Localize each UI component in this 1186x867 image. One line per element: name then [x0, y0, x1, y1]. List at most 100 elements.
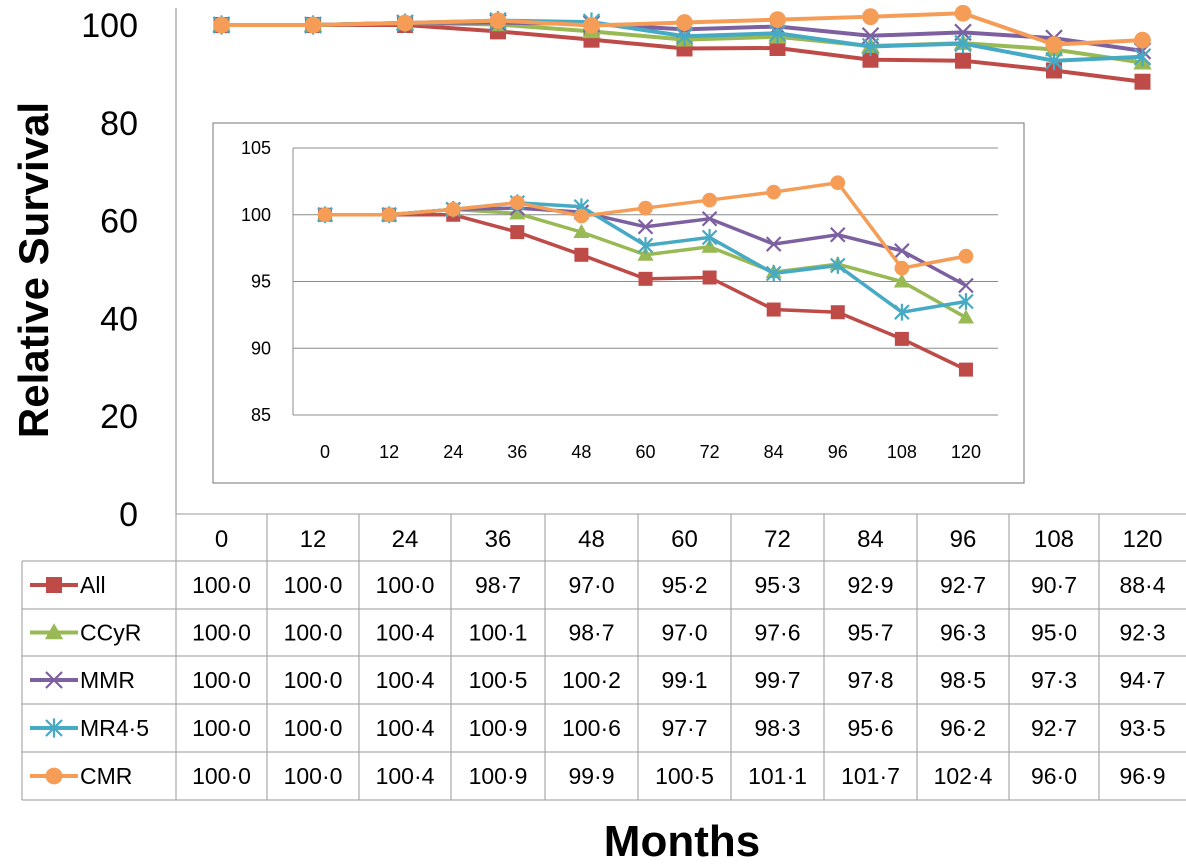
inset-point-cmr-60	[638, 200, 653, 216]
table-header-36: 36	[485, 526, 512, 553]
inset-point-mmr-60	[637, 218, 654, 235]
main-point-mr45-120	[1133, 47, 1152, 67]
table-cell-mr45-60: 97·7	[661, 715, 707, 741]
inset-x-tick-48: 48	[571, 442, 591, 462]
inset-point-cmr-84	[766, 184, 782, 200]
legend-marker-mmr	[45, 671, 63, 689]
table-cell-mmr-36: 100·5	[469, 667, 528, 693]
inset-point-ccyr-108	[893, 273, 910, 288]
legend-marker-mr45	[45, 718, 63, 738]
table-cell-cmr-36: 100·9	[469, 763, 528, 789]
table-cell-ccyr-84: 95·7	[847, 620, 893, 646]
table-cell-mr45-84: 95·6	[847, 715, 893, 741]
inset-point-cmr-12	[381, 207, 397, 223]
table-cell-cmr-12: 100·0	[284, 763, 343, 789]
inset-point-mr45-96	[829, 257, 846, 274]
inset-point-mr45-60	[637, 237, 654, 254]
inset-y-tick-90: 90	[251, 338, 271, 358]
inset-frame	[212, 122, 1025, 484]
table-cell-mmr-0: 100·0	[192, 667, 251, 693]
table-header-48: 48	[578, 526, 605, 553]
table-cell-ccyr-12: 100·0	[284, 620, 343, 646]
inset-y-tick-85: 85	[251, 405, 271, 425]
table-cell-mmr-108: 97·3	[1031, 667, 1077, 693]
table-cell-mmr-96: 98·5	[940, 667, 986, 693]
inset-point-cmr-120	[958, 248, 974, 264]
inset-point-mmr-108	[894, 243, 910, 259]
table-cell-cmr-108: 96·0	[1031, 763, 1077, 789]
y-tick-label-40: 40	[100, 300, 138, 338]
table-cell-mmr-12: 100·0	[284, 667, 343, 693]
y-axis-title: Relative Survival	[10, 102, 57, 438]
main-point-cmr-60	[676, 14, 693, 31]
table-cell-mr45-48: 100·6	[562, 715, 621, 741]
table-cell-ccyr-120: 92·3	[1119, 620, 1165, 646]
table-cell-all-72: 95·3	[754, 572, 800, 598]
table-cell-mmr-84: 97·8	[847, 667, 893, 693]
inset-point-mr45-72	[701, 229, 718, 246]
table-cell-cmr-24: 100·4	[376, 763, 435, 789]
main-point-all-96	[955, 52, 971, 69]
table-cell-ccyr-24: 100·4	[376, 620, 435, 646]
main-point-mr45-84	[861, 36, 880, 57]
main-point-cmr-36	[489, 12, 507, 29]
table-cell-all-24: 100·0	[376, 572, 435, 598]
table-cell-cmr-0: 100·0	[192, 763, 251, 789]
table-cell-all-48: 97·0	[568, 572, 614, 598]
table-header-96: 96	[950, 526, 977, 553]
legend-label-ccyr: CCyR	[80, 620, 141, 646]
y-tick-label-20: 20	[100, 398, 138, 436]
table-cell-ccyr-60: 97·0	[661, 620, 707, 646]
table-cell-mr45-120: 93·5	[1119, 715, 1165, 741]
inset-point-cmr-96	[830, 175, 846, 191]
table-cell-cmr-72: 101·1	[748, 763, 807, 789]
table-cell-mr45-108: 92·7	[1031, 715, 1077, 741]
legend-label-mmr: MMR	[80, 667, 135, 693]
legend-label-mr45: MR4·5	[80, 715, 149, 741]
table-cell-mmr-120: 94·7	[1119, 667, 1165, 693]
table-cell-mr45-12: 100·0	[284, 715, 343, 741]
main-series-cmr	[213, 4, 1151, 53]
table-cell-ccyr-36: 100·1	[469, 620, 528, 646]
inset-x-tick-96: 96	[828, 442, 848, 462]
inset-x-tick-24: 24	[443, 442, 463, 462]
table-cell-cmr-48: 99·9	[568, 763, 614, 789]
inset-point-all-72	[702, 270, 717, 285]
inset-y-tick-105: 105	[241, 138, 271, 158]
inset-point-mr45-108	[894, 303, 910, 321]
legend-key-cmr	[30, 767, 78, 785]
table-cell-cmr-84: 101·7	[841, 763, 900, 789]
inset-point-all-120	[958, 362, 973, 377]
inset-point-ccyr-36	[509, 205, 526, 220]
inset-point-cmr-108	[894, 260, 910, 276]
main-chart: 0 20 40 60 80 100	[81, 4, 1152, 534]
table-cell-mr45-72: 98·3	[754, 715, 800, 741]
main-point-cmr-48	[583, 17, 600, 34]
table-header-108: 108	[1034, 526, 1074, 553]
y-tick-label-0: 0	[119, 496, 138, 534]
main-point-all-72	[769, 39, 786, 56]
inset-point-all-96	[830, 305, 845, 320]
table-cell-cmr-96: 102·4	[934, 763, 993, 789]
main-point-cmr-108	[1045, 36, 1063, 53]
table-cell-all-0: 100·0	[192, 572, 251, 598]
inset-point-cmr-24	[445, 202, 461, 217]
data-table: 0 12 24 36 48 60 72 84 96 108 120 All 100·0 100·0 100·…	[21, 513, 1186, 801]
inset-point-cmr-36	[509, 195, 525, 211]
inset-point-mr45-84	[765, 265, 782, 282]
table-cell-cmr-120: 96·9	[1119, 763, 1165, 789]
table-cell-ccyr-72: 97·6	[754, 620, 800, 646]
inset-point-mmr-120	[958, 277, 974, 294]
main-point-cmr-96	[954, 4, 972, 22]
main-point-cmr-84	[862, 8, 879, 26]
inset-y-tick-95: 95	[251, 272, 271, 292]
legend-marker-cmr	[45, 767, 63, 785]
inset-x-tick-108: 108	[887, 442, 917, 462]
table-cell-ccyr-0: 100·0	[192, 620, 251, 646]
table-cell-all-84: 92·9	[847, 572, 893, 598]
table-cell-mr45-96: 96·2	[940, 715, 986, 741]
table-cell-ccyr-108: 95·0	[1031, 620, 1077, 646]
table-header-120: 120	[1122, 526, 1162, 553]
main-point-cmr-72	[769, 11, 786, 29]
main-point-all-120	[1134, 73, 1151, 90]
